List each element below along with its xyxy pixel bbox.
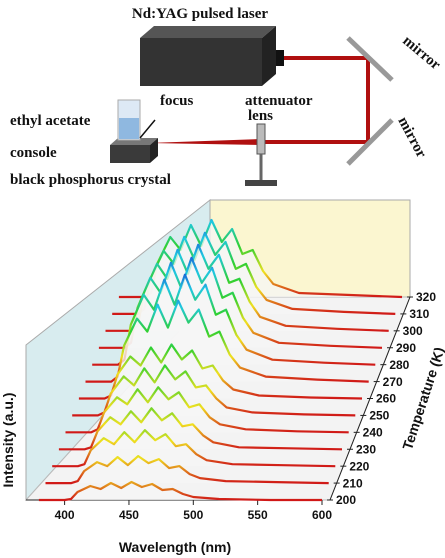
solvent-label: ethyl acetate [10,113,91,129]
x-tick-label: 550 [248,508,268,522]
x-tick-label: 600 [312,508,332,522]
z-tick-label: 240 [363,426,383,440]
x-tick-label: 500 [183,508,203,522]
lens-base [245,180,277,186]
z-tick-label: 210 [343,476,363,490]
mirror-label: mirror [399,33,443,74]
z-tick-label: 200 [336,493,356,507]
z-tick-label: 310 [409,307,429,321]
setup-diagram: Nd:YAG pulsed laser attenuator mirror mi… [10,6,444,188]
mirror-bottom [346,118,394,166]
spectrum-line [38,480,322,502]
spectrum-line [85,299,369,383]
x-axis-title: Wavelength (nm) [119,539,231,555]
laser-label: Nd:YAG pulsed laser [132,6,268,22]
console-side [150,138,158,163]
focused-beam [148,139,262,145]
laser-body [140,38,262,86]
z-tick-label: 300 [403,324,423,338]
spectrum-line [72,364,356,417]
lens [256,123,266,155]
z-tick-label: 230 [356,442,376,456]
y-axis-title: Intensity (a.u.) [0,393,16,488]
z-tick-label: 320 [416,290,436,304]
console-label: console [10,145,57,161]
attenuator [276,50,284,66]
spectrum-line [78,343,363,400]
x-tick-label: 400 [55,508,75,522]
curve-fill [52,430,336,467]
focus-arrow [139,119,156,139]
attenuator-label: attenuator [245,93,313,109]
z-tick-label: 270 [383,375,403,389]
x-tick-label: 450 [119,508,139,522]
curve-fill [45,456,329,484]
spectrum-line [58,407,343,451]
focus-label: focus [160,93,193,109]
lens-label: lens [248,108,273,124]
z-axis [329,296,411,501]
laser-beam [262,56,370,144]
laser-top [140,26,276,38]
spectrum-line [45,455,329,485]
z-tick-label: 220 [349,459,369,473]
solvent [119,118,139,139]
spectrum-line [65,386,349,434]
console [110,145,150,163]
mirror-top [346,36,394,82]
mirror-label: mirror [394,114,429,161]
curve-fill [38,482,322,500]
spectrum-line [92,273,376,366]
z-tick-label: 260 [376,392,396,406]
z-tick-label: 290 [396,341,416,355]
laser-side [262,26,276,86]
spectrum-line [52,429,336,468]
z-tick-label: 250 [369,409,389,423]
plot: 400 450 500 550 600 200 210 220 230 240 250 260 270 2… [26,218,436,522]
z-tick-label: 280 [389,358,409,372]
crystal-label: black phosphorus crystal [10,172,171,188]
